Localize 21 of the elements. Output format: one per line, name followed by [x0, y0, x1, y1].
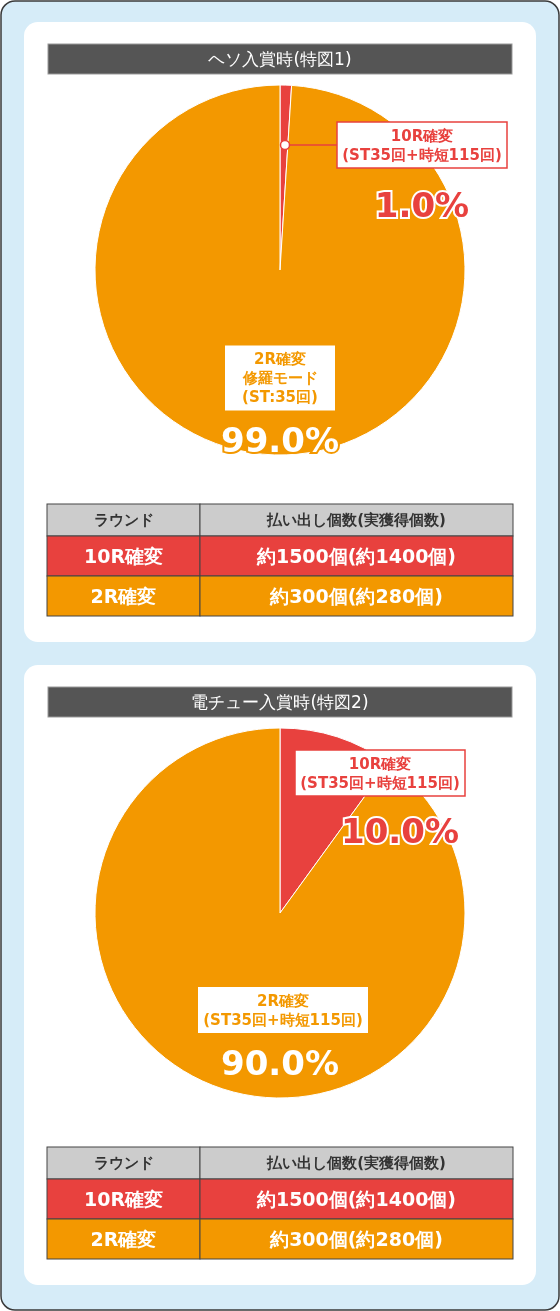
- slice-label: 10R確変(ST35回+時短115回): [300, 754, 460, 792]
- text: 10R確変: [83, 1188, 164, 1210]
- text: 約300個(約280個): [269, 1228, 443, 1250]
- chart-title: ヘソ入賞時(特図1): [208, 49, 352, 69]
- data-label: 90.0%: [221, 1043, 339, 1083]
- text: ラウンド: [93, 1154, 154, 1172]
- chart-title: 電チュー入賞時(特図2): [191, 692, 369, 712]
- text: 払い出し個数(実獲得個数): [266, 511, 446, 529]
- text: 約1500個(約1400個): [255, 1188, 457, 1210]
- text: 2R確変: [90, 585, 157, 607]
- text: 約300個(約280個): [269, 585, 443, 607]
- slice-label: 10R確変(ST35回+時短115回): [342, 126, 502, 164]
- slice-label: 2R確変(ST35回+時短115回): [203, 991, 363, 1029]
- data-label: 99.0%: [221, 420, 339, 460]
- text: 約1500個(約1400個): [255, 545, 457, 567]
- pie-slice: [94, 727, 466, 1099]
- text: 10R確変: [83, 545, 164, 567]
- slice-label: 2R確変修羅モード(ST:35回): [241, 350, 318, 406]
- text: 払い出し個数(実獲得個数): [266, 1154, 446, 1172]
- text: 2R確変: [90, 1228, 157, 1250]
- text: ラウンド: [93, 511, 154, 529]
